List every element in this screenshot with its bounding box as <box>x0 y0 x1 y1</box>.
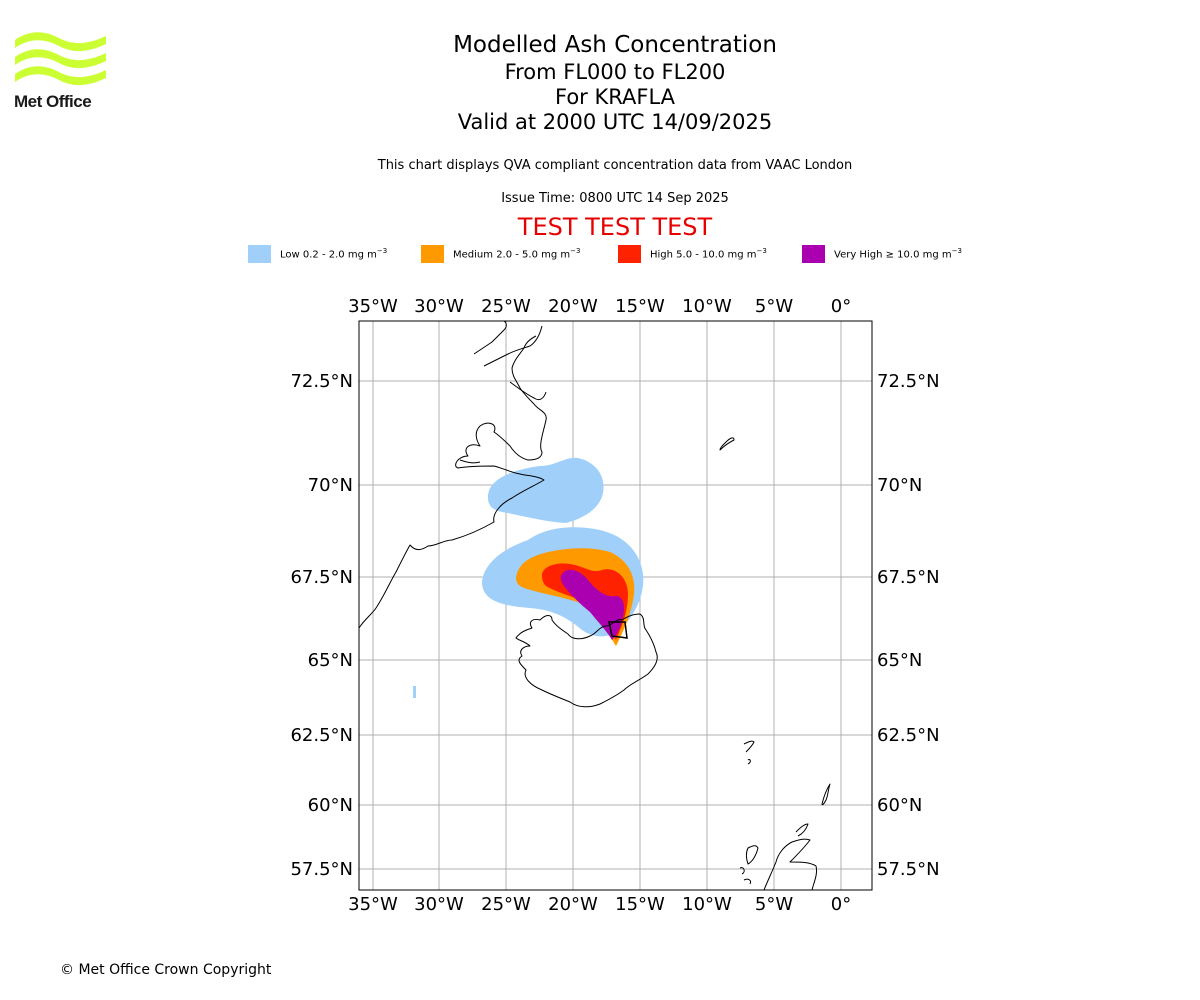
lat-tick-62-5-right: 62.5°N <box>877 725 940 746</box>
met-office-waves-icon <box>15 32 106 86</box>
issue-time: Issue Time: 0800 UTC 14 Sep 2025 <box>501 191 729 206</box>
lat-tick-72-5-left: 72.5°N <box>290 371 353 392</box>
logo-text: Met Office <box>14 92 92 111</box>
lon-tick-35w-top: 35°W <box>348 296 398 317</box>
legend-item-very-high: Very High ≥ 10.0 mg m−3 <box>802 244 962 264</box>
legend-label-high: High 5.0 - 10.0 mg m−3 <box>650 247 767 261</box>
lon-tick-20w-top: 20°W <box>548 296 598 317</box>
lat-tick-70-left: 70°N <box>308 475 353 496</box>
lat-tick-62-5-left: 62.5°N <box>290 725 353 746</box>
lat-ticks-right: 72.5°N 70°N 67.5°N 65°N 62.5°N 60°N 57.5… <box>877 371 940 880</box>
lat-tick-65-right: 65°N <box>877 650 922 671</box>
lon-ticks-top: 35°W 30°W 25°W 20°W 15°W 10°W 5°W 0° <box>348 296 851 317</box>
legend-item-high: High 5.0 - 10.0 mg m−3 <box>618 244 767 264</box>
lat-tick-72-5-right: 72.5°N <box>877 371 940 392</box>
legend-swatch-medium <box>421 245 444 263</box>
coastlines <box>359 321 831 890</box>
legend-item-low: Low 0.2 - 2.0 mg m−3 <box>248 244 387 264</box>
lon-tick-15w-top: 15°W <box>615 296 665 317</box>
lat-tick-67-5-right: 67.5°N <box>877 567 940 588</box>
chart-subtitle: This chart displays QVA compliant concen… <box>377 158 853 173</box>
star-icon <box>608 621 628 639</box>
met-office-logo: Met Office <box>14 30 108 114</box>
legend-label-medium: Medium 2.0 - 5.0 mg m−3 <box>453 247 581 261</box>
valid-time: Valid at 2000 UTC 14/09/2025 <box>457 110 773 134</box>
lon-tick-25w-bottom: 25°W <box>481 894 531 915</box>
copyright-notice: © Met Office Crown Copyright <box>60 962 272 978</box>
test-banner: TEST TEST TEST <box>517 213 713 241</box>
lon-tick-20w-bottom: 20°W <box>548 894 598 915</box>
lon-ticks-bottom: 35°W 30°W 25°W 20°W 15°W 10°W 5°W 0° <box>348 894 851 915</box>
flight-levels: From FL000 to FL200 <box>504 60 726 84</box>
legend-swatch-low <box>248 245 271 263</box>
lat-tick-60-right: 60°N <box>877 795 922 816</box>
lat-ticks-left: 72.5°N 70°N 67.5°N 65°N 62.5°N 60°N 57.5… <box>290 371 353 880</box>
lat-tick-70-right: 70°N <box>877 475 922 496</box>
lon-tick-0-bottom: 0° <box>831 894 851 915</box>
lon-tick-5w-top: 5°W <box>755 296 793 317</box>
lat-tick-57-5-left: 57.5°N <box>290 859 353 880</box>
legend-swatch-high <box>618 245 641 263</box>
chart-titles: Modelled Ash Concentration From FL000 to… <box>315 30 915 135</box>
lon-tick-30w-top: 30°W <box>414 296 464 317</box>
chart-title: Modelled Ash Concentration <box>453 32 777 58</box>
legend-swatch-very-high <box>802 245 825 263</box>
lat-tick-65-left: 65°N <box>308 650 353 671</box>
lon-tick-35w-bottom: 35°W <box>348 894 398 915</box>
gridlines <box>359 321 872 890</box>
lon-tick-15w-bottom: 15°W <box>615 894 665 915</box>
lat-tick-67-5-left: 67.5°N <box>290 567 353 588</box>
lon-tick-25w-top: 25°W <box>481 296 531 317</box>
volcano-name: For KRAFLA <box>555 85 675 109</box>
ash-very-high <box>560 569 624 640</box>
map-layers <box>359 321 872 890</box>
legend-label-very-high: Very High ≥ 10.0 mg m−3 <box>834 247 962 261</box>
lat-tick-60-left: 60°N <box>308 795 353 816</box>
legend-label-low: Low 0.2 - 2.0 mg m−3 <box>280 247 388 261</box>
lon-tick-0-top: 0° <box>831 296 851 317</box>
lon-tick-10w-top: 10°W <box>682 296 732 317</box>
lat-tick-57-5-right: 57.5°N <box>877 859 940 880</box>
legend-item-medium: Medium 2.0 - 5.0 mg m−3 <box>421 244 580 264</box>
lon-tick-10w-bottom: 10°W <box>682 894 732 915</box>
lon-tick-30w-bottom: 30°W <box>414 894 464 915</box>
lon-tick-5w-bottom: 5°W <box>755 894 793 915</box>
map-frame <box>358 320 873 891</box>
